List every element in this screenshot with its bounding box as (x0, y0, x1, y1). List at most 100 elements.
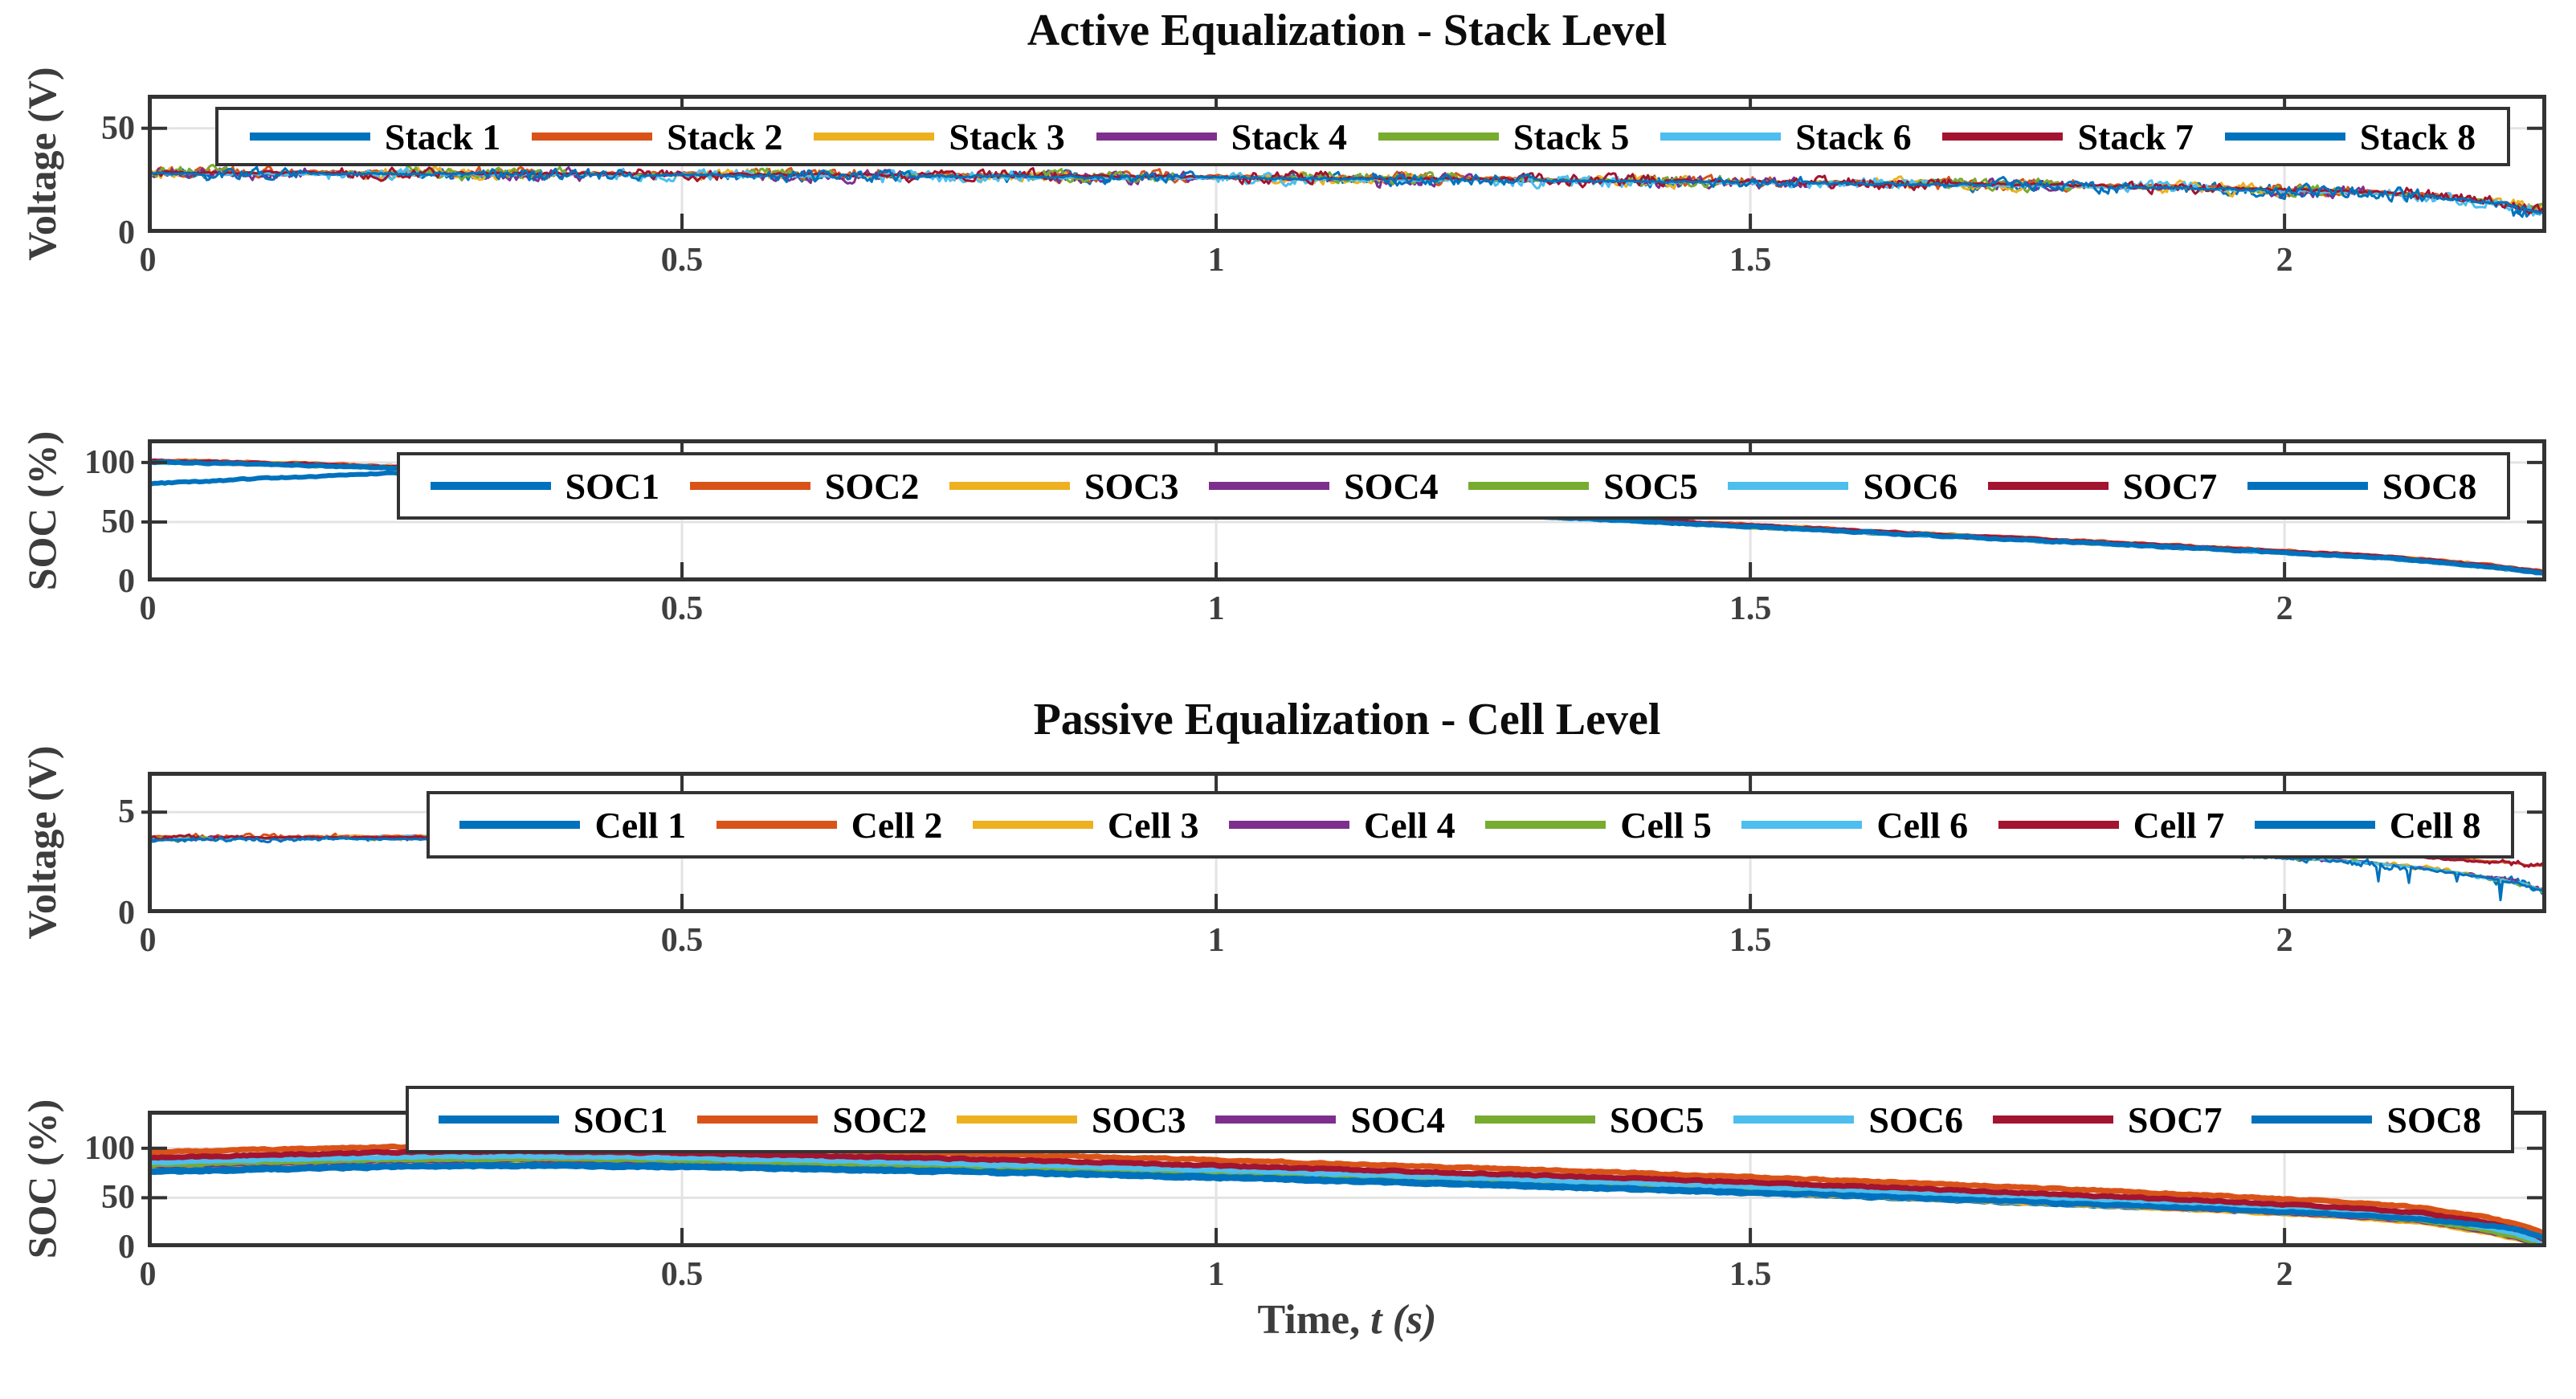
legend-line-sample-icon (1229, 821, 1350, 829)
legend-item-label: SOC2 (824, 465, 920, 507)
y-tick-label: 100 (84, 1129, 135, 1167)
legend-cells: Cell 1 Cell 2 Cell 3 Cell 4 Cell 5 Cell 6 Cell… (427, 791, 2514, 859)
y-tick-label: 50 (101, 109, 135, 147)
legend-item[interactable]: Cell 2 (716, 804, 943, 846)
x-tick-label: 1 (1207, 922, 1225, 959)
legend-item-label: Cell 6 (1876, 804, 1969, 846)
legend-item-label: Cell 8 (2389, 804, 2481, 846)
legend-item-label: Stack 5 (1513, 116, 1630, 157)
legend-line-sample-icon (438, 1116, 559, 1124)
y-axis-label-voltage-1: Voltage (V) (19, 67, 64, 261)
legend-item[interactable]: Cell 4 (1229, 804, 1455, 846)
legend-line-sample-icon (1741, 821, 1863, 829)
legend-item-label: Stack 1 (384, 116, 501, 157)
legend-item[interactable]: SOC6 (1728, 465, 1958, 508)
x-tick-label: 0 (139, 590, 157, 627)
legend-line-sample-icon (1992, 1116, 2113, 1124)
x-tick-label: 0.5 (660, 922, 704, 959)
legend-item[interactable]: SOC2 (697, 1099, 927, 1141)
legend-line-sample-icon (697, 1116, 819, 1124)
legend-item[interactable]: Stack 2 (532, 116, 783, 158)
x-tick-label: 0.5 (660, 242, 704, 279)
legend-item-label: SOC5 (1609, 1099, 1704, 1140)
x-tick-label: 0.5 (660, 590, 704, 627)
y-tick-label: 5 (118, 793, 135, 831)
legend-item[interactable]: SOC4 (1209, 465, 1439, 508)
legend-item-label: SOC7 (2127, 1099, 2223, 1140)
legend-item-label: Cell 2 (851, 804, 943, 846)
legend-item[interactable]: Stack 1 (249, 116, 501, 158)
legend-item[interactable]: Cell 7 (1998, 804, 2224, 846)
legend-item[interactable]: Stack 6 (1660, 116, 1912, 158)
x-tick-label: 1.5 (1729, 1256, 1772, 1293)
legend-line-sample-icon (1474, 1116, 1595, 1124)
legend-item-label: Stack 4 (1231, 116, 1348, 157)
x-axis-label-time: Time, t (s) (148, 1296, 2546, 1344)
legend-line-sample-icon (1096, 133, 1217, 141)
y-axis-label-soc-2: SOC (%) (19, 1099, 64, 1259)
x-tick-label: 1.5 (1729, 922, 1772, 959)
legend-line-sample-icon (956, 1116, 1077, 1124)
legend-line-sample-icon (949, 482, 1070, 490)
legend-item[interactable]: SOC8 (2247, 465, 2476, 508)
legend-item[interactable]: SOC3 (956, 1099, 1186, 1141)
legend-item[interactable]: Stack 3 (814, 116, 1065, 158)
legend-item-label: Cell 5 (1620, 804, 1712, 846)
x-tick-label: 1 (1207, 242, 1225, 279)
y-axis-label-soc-1: SOC (%) (19, 430, 64, 590)
legend-item[interactable]: SOC1 (430, 465, 659, 508)
legend-item[interactable]: SOC8 (2251, 1099, 2481, 1141)
legend-item[interactable]: SOC2 (689, 465, 920, 508)
legend-item[interactable]: Cell 6 (1741, 804, 1968, 846)
legend-line-sample-icon (1728, 482, 1849, 490)
legend-line-sample-icon (814, 133, 935, 141)
x-tick-label: 2 (2276, 242, 2293, 279)
y-tick-label: 0 (118, 1229, 135, 1266)
legend-item[interactable]: SOC1 (438, 1099, 668, 1141)
legend-item[interactable]: Stack 4 (1096, 116, 1347, 158)
legend-item[interactable]: SOC7 (1987, 465, 2217, 508)
x-tick-label: 2 (2276, 922, 2293, 959)
legend-line-sample-icon (1998, 821, 2119, 829)
legend-item[interactable]: Cell 1 (459, 804, 686, 846)
x-tick-label: 0 (139, 922, 157, 959)
y-tick-label: 50 (101, 1179, 135, 1217)
legend-item[interactable]: Cell 3 (972, 804, 1199, 846)
legend-item[interactable]: Cell 8 (2254, 804, 2481, 846)
legend-item[interactable]: SOC3 (949, 465, 1179, 508)
legend-item-label: SOC1 (573, 1099, 668, 1140)
legend-line-sample-icon (1733, 1116, 1855, 1124)
legend-item[interactable]: SOC5 (1474, 1099, 1704, 1141)
legend-item[interactable]: SOC7 (1992, 1099, 2223, 1141)
y-tick-label: 0 (118, 563, 135, 600)
x-tick-label: 0 (139, 242, 157, 279)
y-axis-label-voltage-2: Voltage (V) (19, 745, 64, 940)
legend-item[interactable]: Stack 5 (1378, 116, 1629, 158)
legend-line-sample-icon (459, 821, 581, 829)
legend-soc-passive: SOC1 SOC2 SOC3 SOC4 SOC5 SOC6 SOC7 SOC8 (406, 1086, 2514, 1153)
legend-item[interactable]: Stack 7 (1942, 116, 2194, 158)
legend-item-label: SOC8 (2386, 1099, 2481, 1140)
legend-item[interactable]: SOC4 (1215, 1099, 1445, 1141)
legend-stacks: Stack 1 Stack 2 Stack 3 Stack 4 Stack 5 Stack… (215, 107, 2510, 166)
legend-item-label: Cell 1 (594, 804, 687, 846)
legend-line-sample-icon (1209, 482, 1330, 490)
x-axis-label-main: Time, (1257, 1297, 1361, 1343)
legend-line-sample-icon (1942, 133, 2064, 141)
legend-line-sample-icon (1987, 482, 2109, 490)
x-tick-label: 0 (139, 1256, 157, 1293)
legend-item[interactable]: SOC5 (1468, 465, 1698, 508)
y-tick-label: 100 (84, 443, 135, 481)
legend-line-sample-icon (1378, 133, 1499, 141)
legend-line-sample-icon (716, 821, 837, 829)
x-tick-label: 1.5 (1729, 242, 1772, 279)
legend-item[interactable]: SOC6 (1733, 1099, 1963, 1141)
legend-item[interactable]: Stack 8 (2224, 116, 2476, 158)
legend-item[interactable]: Cell 5 (1485, 804, 1712, 846)
legend-line-sample-icon (2254, 821, 2375, 829)
legend-item-label: SOC4 (1350, 1099, 1445, 1140)
x-tick-label: 1 (1207, 1256, 1225, 1293)
x-axis-label-unit: t (s) (1370, 1297, 1437, 1343)
legend-item-label: SOC3 (1084, 465, 1179, 507)
legend-item-label: Stack 2 (667, 116, 783, 157)
